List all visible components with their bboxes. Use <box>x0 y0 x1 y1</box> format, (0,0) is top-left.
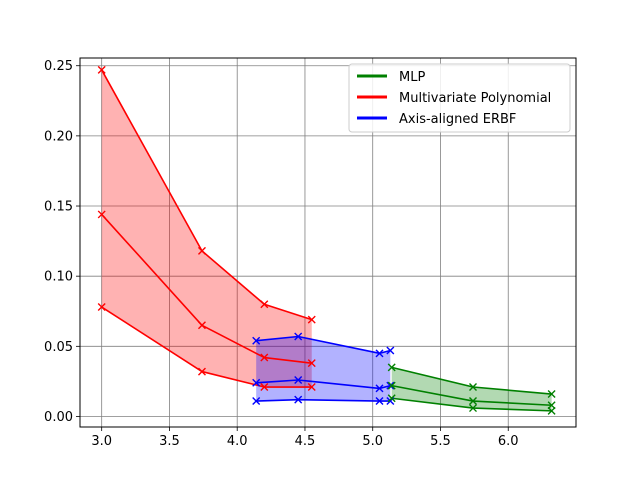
series-line-lower <box>256 398 391 402</box>
series-line-median <box>256 379 391 390</box>
x-tick-label: 5.0 <box>362 434 383 449</box>
data-point-marker <box>294 376 303 384</box>
x-tick-label: 5.5 <box>430 434 451 449</box>
data-point-marker <box>260 300 269 309</box>
x-tick-label: 4.5 <box>295 434 316 449</box>
data-point-marker <box>294 332 303 341</box>
y-tick-label: 0.25 <box>44 59 73 74</box>
x-tick-label: 3.5 <box>159 434 180 449</box>
data-point-marker <box>469 383 478 392</box>
confidence-bands <box>101 69 552 411</box>
data-point-marker <box>294 395 303 404</box>
y-tick-label: 0.20 <box>44 129 73 144</box>
legend-box <box>348 63 571 133</box>
data-point-marker <box>197 246 206 255</box>
series-line-upper <box>100 69 312 321</box>
legend-label: Multivariate Polynomial <box>399 91 551 106</box>
series-line-lower <box>101 306 312 388</box>
data-point-marker <box>252 397 261 406</box>
y-tick-label: 0.15 <box>44 200 73 215</box>
legend-label: MLP <box>399 70 425 85</box>
axis-ticks: 3.0 3.5 4.0 4.5 5.0 5.5 6.0 0.00 0.05 0.10 0.15 0.2… <box>44 59 519 449</box>
data-point-marker <box>197 367 206 376</box>
y-tick-label: 0.00 <box>44 410 73 425</box>
data-point-marker <box>375 349 384 358</box>
x-tick-label: 4.0 <box>227 434 248 449</box>
y-tick-label: 0.10 <box>44 270 73 285</box>
data-point-marker <box>97 65 106 74</box>
legend-label: Axis-aligned ERBF <box>399 112 516 127</box>
x-tick-label: 3.0 <box>91 434 112 449</box>
data-point-marker <box>469 397 478 406</box>
data-point-marker <box>307 359 316 368</box>
series-line-median <box>101 213 312 364</box>
data-point-marker <box>97 303 106 312</box>
data-point-marker <box>252 378 261 387</box>
data-point-marker <box>386 346 395 355</box>
band-2 <box>256 336 391 402</box>
data-point-marker <box>197 321 206 330</box>
data-point-marker <box>307 383 316 392</box>
y-tick-label: 0.05 <box>44 340 73 355</box>
data-point-marker <box>387 394 396 403</box>
data-point-marker <box>386 381 395 390</box>
series-markers <box>97 65 556 415</box>
data-point-marker <box>547 390 556 399</box>
data-point-marker <box>307 315 316 324</box>
data-point-marker <box>97 210 106 219</box>
plot-frame <box>79 57 577 428</box>
data-point-marker <box>375 384 384 393</box>
data-point-marker <box>469 404 478 413</box>
data-point-marker <box>387 363 396 372</box>
data-point-marker <box>260 383 269 392</box>
data-point-marker <box>252 336 261 345</box>
band-1 <box>101 69 312 388</box>
data-point-marker <box>387 381 396 390</box>
data-point-marker <box>547 406 556 415</box>
series-line-upper <box>256 335 391 355</box>
data-point-marker <box>260 353 269 362</box>
data-point-marker <box>375 397 384 406</box>
legend: MLP Multivariate Polynomial Axis-aligned E… <box>348 63 571 133</box>
x-tick-label: 6.0 <box>498 434 519 449</box>
